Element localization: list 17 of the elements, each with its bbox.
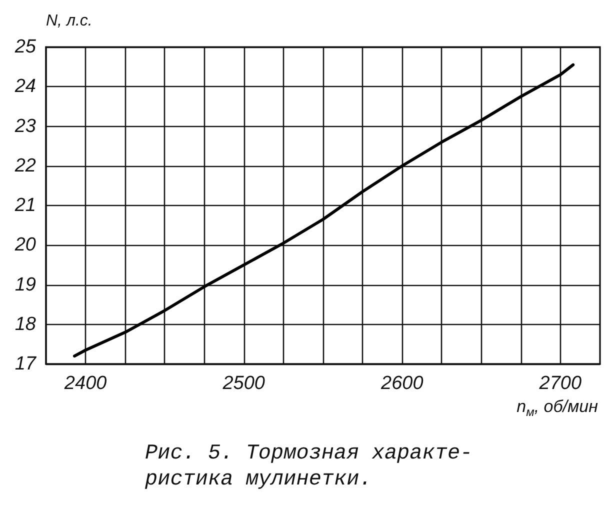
y-axis-title: N, л.с. <box>46 12 92 30</box>
x-axis-title: n$_{м}$, об/мин <box>516 397 598 419</box>
line-series <box>72 63 575 358</box>
x-tick-label: 2400 <box>63 373 108 394</box>
y-tick-label: 18 <box>14 314 36 335</box>
y-tick-label: 25 <box>14 36 36 58</box>
y-tick-label: 19 <box>14 274 36 296</box>
y-tick-label: 22 <box>14 155 36 176</box>
y-tick-label: 20 <box>14 234 36 256</box>
y-tick-label: 23 <box>14 116 36 137</box>
y-tick-label: 21 <box>14 195 36 216</box>
x-tick-label: 2600 <box>380 373 424 394</box>
y-tick-label: 24 <box>14 76 36 98</box>
x-tick-label: 2500 <box>222 373 266 394</box>
x-tick-label: 2700 <box>538 373 582 394</box>
y-tick-label: 17 <box>14 354 38 374</box>
text: Рис. 5. Тормозная характе- ристика мулинетки. <box>144 442 473 492</box>
